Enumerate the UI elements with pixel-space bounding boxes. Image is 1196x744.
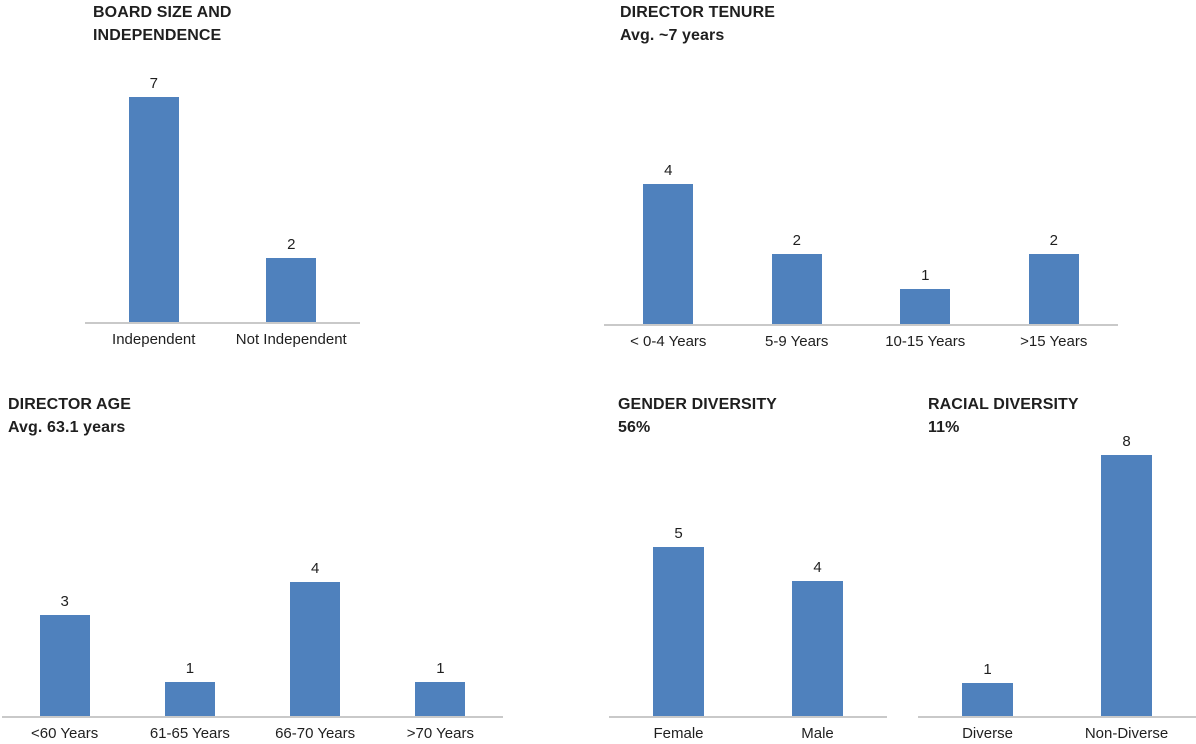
bar xyxy=(415,682,466,716)
chart-title-director-age: DIRECTOR AGE Avg. 63.1 years xyxy=(8,393,131,439)
category-axis: Female Male xyxy=(609,716,887,743)
chart-director-age: 3 1 4 1 <60 Years 61-65 Years 66-70 Years >70 … xyxy=(2,560,503,743)
category-label: 61-65 Years xyxy=(149,725,230,742)
bar-slot: 2 xyxy=(223,236,361,322)
bar-value-label: 2 xyxy=(1049,232,1058,249)
category-label: < 0-4 Years xyxy=(630,333,707,350)
category-label: Not Independent xyxy=(235,331,347,348)
bar-value-label: 2 xyxy=(792,232,801,249)
title-subtitle: Avg. 63.1 years xyxy=(8,419,126,436)
title-line: BOARD SIZE AND xyxy=(93,4,232,21)
category-label: Non-Diverse xyxy=(1084,725,1169,742)
category-axis: Independent Not Independent xyxy=(85,322,360,349)
bar xyxy=(900,289,951,324)
category-label: 10-15 Years xyxy=(885,333,966,350)
bar-slot: 2 xyxy=(990,232,1119,324)
bar-value-label: 4 xyxy=(664,162,673,179)
bar-value-label: 2 xyxy=(287,236,296,253)
title-line: INDEPENDENCE xyxy=(93,27,222,44)
bar-value-label: 7 xyxy=(149,75,158,92)
bar-value-label: 1 xyxy=(185,660,195,677)
category-label: >15 Years xyxy=(1020,333,1088,350)
bar xyxy=(643,184,694,324)
bar-slot: 1 xyxy=(127,660,252,716)
category-axis: <60 Years 61-65 Years 66-70 Years >70 Years xyxy=(2,716,503,743)
x-axis-line xyxy=(609,716,887,718)
bar-value-label: 8 xyxy=(1122,433,1131,450)
bar xyxy=(792,581,843,716)
bar-slot: 1 xyxy=(861,267,990,324)
title-subtitle: Avg. ~7 years xyxy=(620,27,725,44)
bar xyxy=(962,683,1013,716)
bar xyxy=(266,258,317,322)
title-line: DIRECTOR TENURE xyxy=(620,4,775,21)
bar-slot: 4 xyxy=(604,162,733,324)
bar xyxy=(128,97,179,322)
bar-value-label: 4 xyxy=(813,559,822,576)
bar-slot: 4 xyxy=(253,560,378,716)
category-label: <60 Years xyxy=(31,725,99,742)
bar-value-label: 1 xyxy=(436,660,445,677)
category-label: >70 Years xyxy=(406,725,474,742)
plot-area: 4 2 1 2 xyxy=(604,162,1119,326)
x-axis-line xyxy=(85,322,360,324)
title-line: DIRECTOR AGE xyxy=(8,396,131,413)
bar xyxy=(771,254,822,324)
chart-title-gender-diversity: GENDER DIVERSITY 56% xyxy=(618,393,777,439)
category-label: Diverse xyxy=(962,725,1013,742)
bar xyxy=(164,682,215,716)
bar-slot: 3 xyxy=(2,593,127,716)
chart-title-racial-diversity: RACIAL DIVERSITY 11% xyxy=(928,393,1079,439)
bar-value-label: 1 xyxy=(921,267,930,284)
plot-area: 3 1 4 1 xyxy=(2,560,503,718)
bar-slot: 7 xyxy=(85,75,223,322)
category-label: Male xyxy=(801,725,834,742)
bar-value-label: 5 xyxy=(674,525,683,542)
bar xyxy=(653,547,704,716)
bar-slot: 1 xyxy=(918,661,1057,716)
bar xyxy=(39,615,90,716)
title-line: RACIAL DIVERSITY xyxy=(928,396,1079,413)
chart-title-director-tenure: DIRECTOR TENURE Avg. ~7 years xyxy=(620,1,775,47)
category-label: 66-70 Years xyxy=(275,725,356,742)
bar-slot: 2 xyxy=(733,232,862,324)
x-axis-line xyxy=(2,716,503,718)
bar xyxy=(290,582,341,716)
bar-slot: 5 xyxy=(609,525,748,716)
category-label: Female xyxy=(653,725,704,742)
category-label: Independent xyxy=(112,331,196,348)
title-subtitle: 11% xyxy=(928,419,960,436)
bar-value-label: 4 xyxy=(310,560,320,577)
title-subtitle: 56% xyxy=(618,419,651,436)
title-line: GENDER DIVERSITY xyxy=(618,396,777,413)
chart-director-tenure: 4 2 1 2 < 0-4 Years 5-9 Years 10-15 Years >15 … xyxy=(604,162,1119,351)
bar xyxy=(1101,455,1152,716)
bar-value-label: 3 xyxy=(60,593,69,610)
category-axis: Diverse Non-Diverse xyxy=(918,716,1196,743)
bar-slot: 8 xyxy=(1057,433,1196,716)
category-label: 5-9 Years xyxy=(765,333,829,350)
bar-value-label: 1 xyxy=(983,661,992,678)
chart-title-board-size-independence: BOARD SIZE AND INDEPENDENCE xyxy=(93,1,232,47)
bar xyxy=(1028,254,1079,324)
bar-slot: 4 xyxy=(748,559,887,716)
category-axis: < 0-4 Years 5-9 Years 10-15 Years >15 Years xyxy=(604,324,1118,351)
bar-slot: 1 xyxy=(378,660,503,716)
x-axis-line xyxy=(918,716,1196,718)
x-axis-line xyxy=(604,324,1118,326)
